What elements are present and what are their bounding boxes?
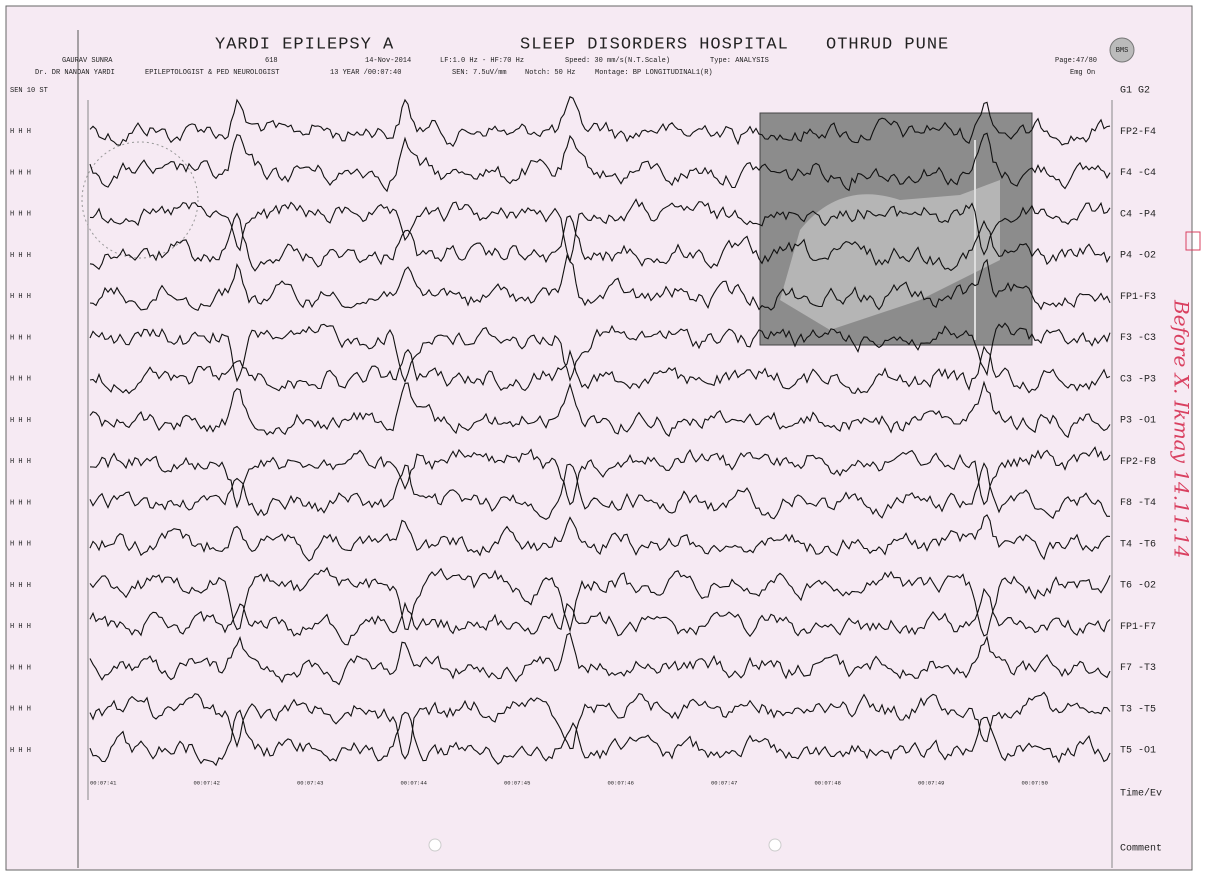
header-info: Emg On xyxy=(1070,69,1095,77)
channel-label: FP2-F8 xyxy=(1120,457,1156,468)
eeg-traces xyxy=(89,96,1111,767)
channel-label: Time/Ev xyxy=(1120,788,1162,800)
channel-label: T4 -T6 xyxy=(1120,539,1156,550)
header-info: Type: ANALYSIS xyxy=(710,57,769,65)
row-marker: H H H xyxy=(10,376,31,384)
header-info: 14-Nov-2014 xyxy=(365,57,411,65)
eeg-trace xyxy=(89,446,1111,509)
channel-label: FP1-F3 xyxy=(1120,292,1156,303)
channel-label: C3 -P3 xyxy=(1120,374,1156,385)
channel-label: FP1-F7 xyxy=(1120,622,1156,633)
row-marker: H H H xyxy=(10,582,31,590)
time-label: 00:07:46 xyxy=(608,779,634,786)
channel-label: C4 -P4 xyxy=(1120,209,1156,220)
row-marker: H H H xyxy=(10,334,31,342)
logo-text: BMS xyxy=(1116,47,1129,55)
channel-label: G1 G2 xyxy=(1120,86,1150,97)
time-label: 00:07:42 xyxy=(194,779,220,786)
eeg-trace xyxy=(89,709,1111,767)
time-label: 00:07:49 xyxy=(918,779,944,786)
header-info: SEN: 7.5uV/mm xyxy=(452,69,507,77)
time-label: 00:07:41 xyxy=(90,779,117,786)
header-info: Montage: BP LONGITUDINAL1(R) xyxy=(595,69,713,77)
eeg-trace xyxy=(89,632,1111,686)
row-marker: H H H xyxy=(10,706,31,714)
channel-label: F4 -C4 xyxy=(1120,168,1156,179)
time-label: 00:07:48 xyxy=(815,779,841,786)
channel-label: P3 -O1 xyxy=(1120,416,1156,427)
channel-label: F3 -C3 xyxy=(1120,333,1156,344)
eeg-trace xyxy=(89,462,1110,521)
logo xyxy=(1109,37,1135,63)
channel-label: F7 -T3 xyxy=(1120,663,1156,674)
left-header: SEN 10 ST xyxy=(10,87,48,95)
eeg-trace xyxy=(89,380,1111,439)
time-label: 00:07:47 xyxy=(711,779,737,786)
eeg-trace xyxy=(89,198,1111,264)
row-marker: H H H xyxy=(10,417,31,425)
channel-label: T6 -O2 xyxy=(1120,581,1156,592)
time-label: 00:07:50 xyxy=(1022,779,1048,786)
header-info: GAURAV SUNRA xyxy=(62,57,113,65)
eeg-trace xyxy=(89,132,1111,193)
row-marker: H H H xyxy=(10,664,31,672)
handwritten-note: Before X. Ikmay 14.11.14 xyxy=(1170,299,1194,558)
row-marker: H H H xyxy=(10,499,31,507)
header-info: Speed: 30 mm/s(N.T.Scale) xyxy=(565,57,670,65)
eeg-trace xyxy=(89,322,1111,384)
row-marker: H H H xyxy=(10,128,31,136)
eeg-trace xyxy=(89,253,1111,311)
header-info: Notch: 50 Hz xyxy=(525,69,575,77)
row-marker: H H H xyxy=(10,169,31,177)
header-info: 13 YEAR /00:07:40 xyxy=(330,69,401,77)
header-info: Dr. DR NANDAN YARDI xyxy=(35,69,115,77)
punch-hole xyxy=(768,838,782,852)
channel-label: T5 -O1 xyxy=(1120,746,1156,757)
eeg-trace xyxy=(89,514,1111,562)
eeg-trace xyxy=(89,96,1111,148)
header-info: LF:1.0 Hz - HF:70 Hz xyxy=(440,57,524,65)
channel-label: P4 -O2 xyxy=(1120,251,1156,262)
eeg-trace xyxy=(89,566,1111,637)
header-info: Page:47/80 xyxy=(1055,57,1097,65)
hospital-title: OTHRUD PUNE xyxy=(826,35,949,54)
row-marker: H H H xyxy=(10,211,31,219)
row-marker: H H H xyxy=(10,293,31,301)
header-info: EPILEPTOLOGIST & PED NEUROLOGIST xyxy=(145,69,279,77)
hospital-title: SLEEP DISORDERS HOSPITAL xyxy=(520,35,789,54)
channel-label: F8 -T4 xyxy=(1120,498,1156,509)
eeg-trace xyxy=(89,345,1111,395)
channel-label: Comment xyxy=(1120,844,1162,855)
header-info: 618 xyxy=(265,57,278,65)
hospital-title: YARDI EPILEPSY A xyxy=(215,35,394,54)
row-marker: H H H xyxy=(10,623,31,631)
channel-label: T3 -T5 xyxy=(1120,704,1156,715)
row-marker: H H H xyxy=(10,541,31,549)
row-marker: H H H xyxy=(10,458,31,466)
time-label: 00:07:45 xyxy=(504,779,530,786)
hand-box xyxy=(1185,231,1201,251)
time-label: 00:07:44 xyxy=(401,779,428,786)
row-marker: H H H xyxy=(10,747,31,755)
eeg-trace xyxy=(89,587,1111,646)
punch-hole xyxy=(428,838,442,852)
eeg-trace xyxy=(89,212,1111,272)
head-diagram xyxy=(81,141,199,259)
time-label: 00:07:43 xyxy=(297,779,323,786)
row-marker: H H H xyxy=(10,252,31,260)
channel-label: FP2-F4 xyxy=(1120,127,1156,138)
eeg-trace xyxy=(89,691,1111,760)
